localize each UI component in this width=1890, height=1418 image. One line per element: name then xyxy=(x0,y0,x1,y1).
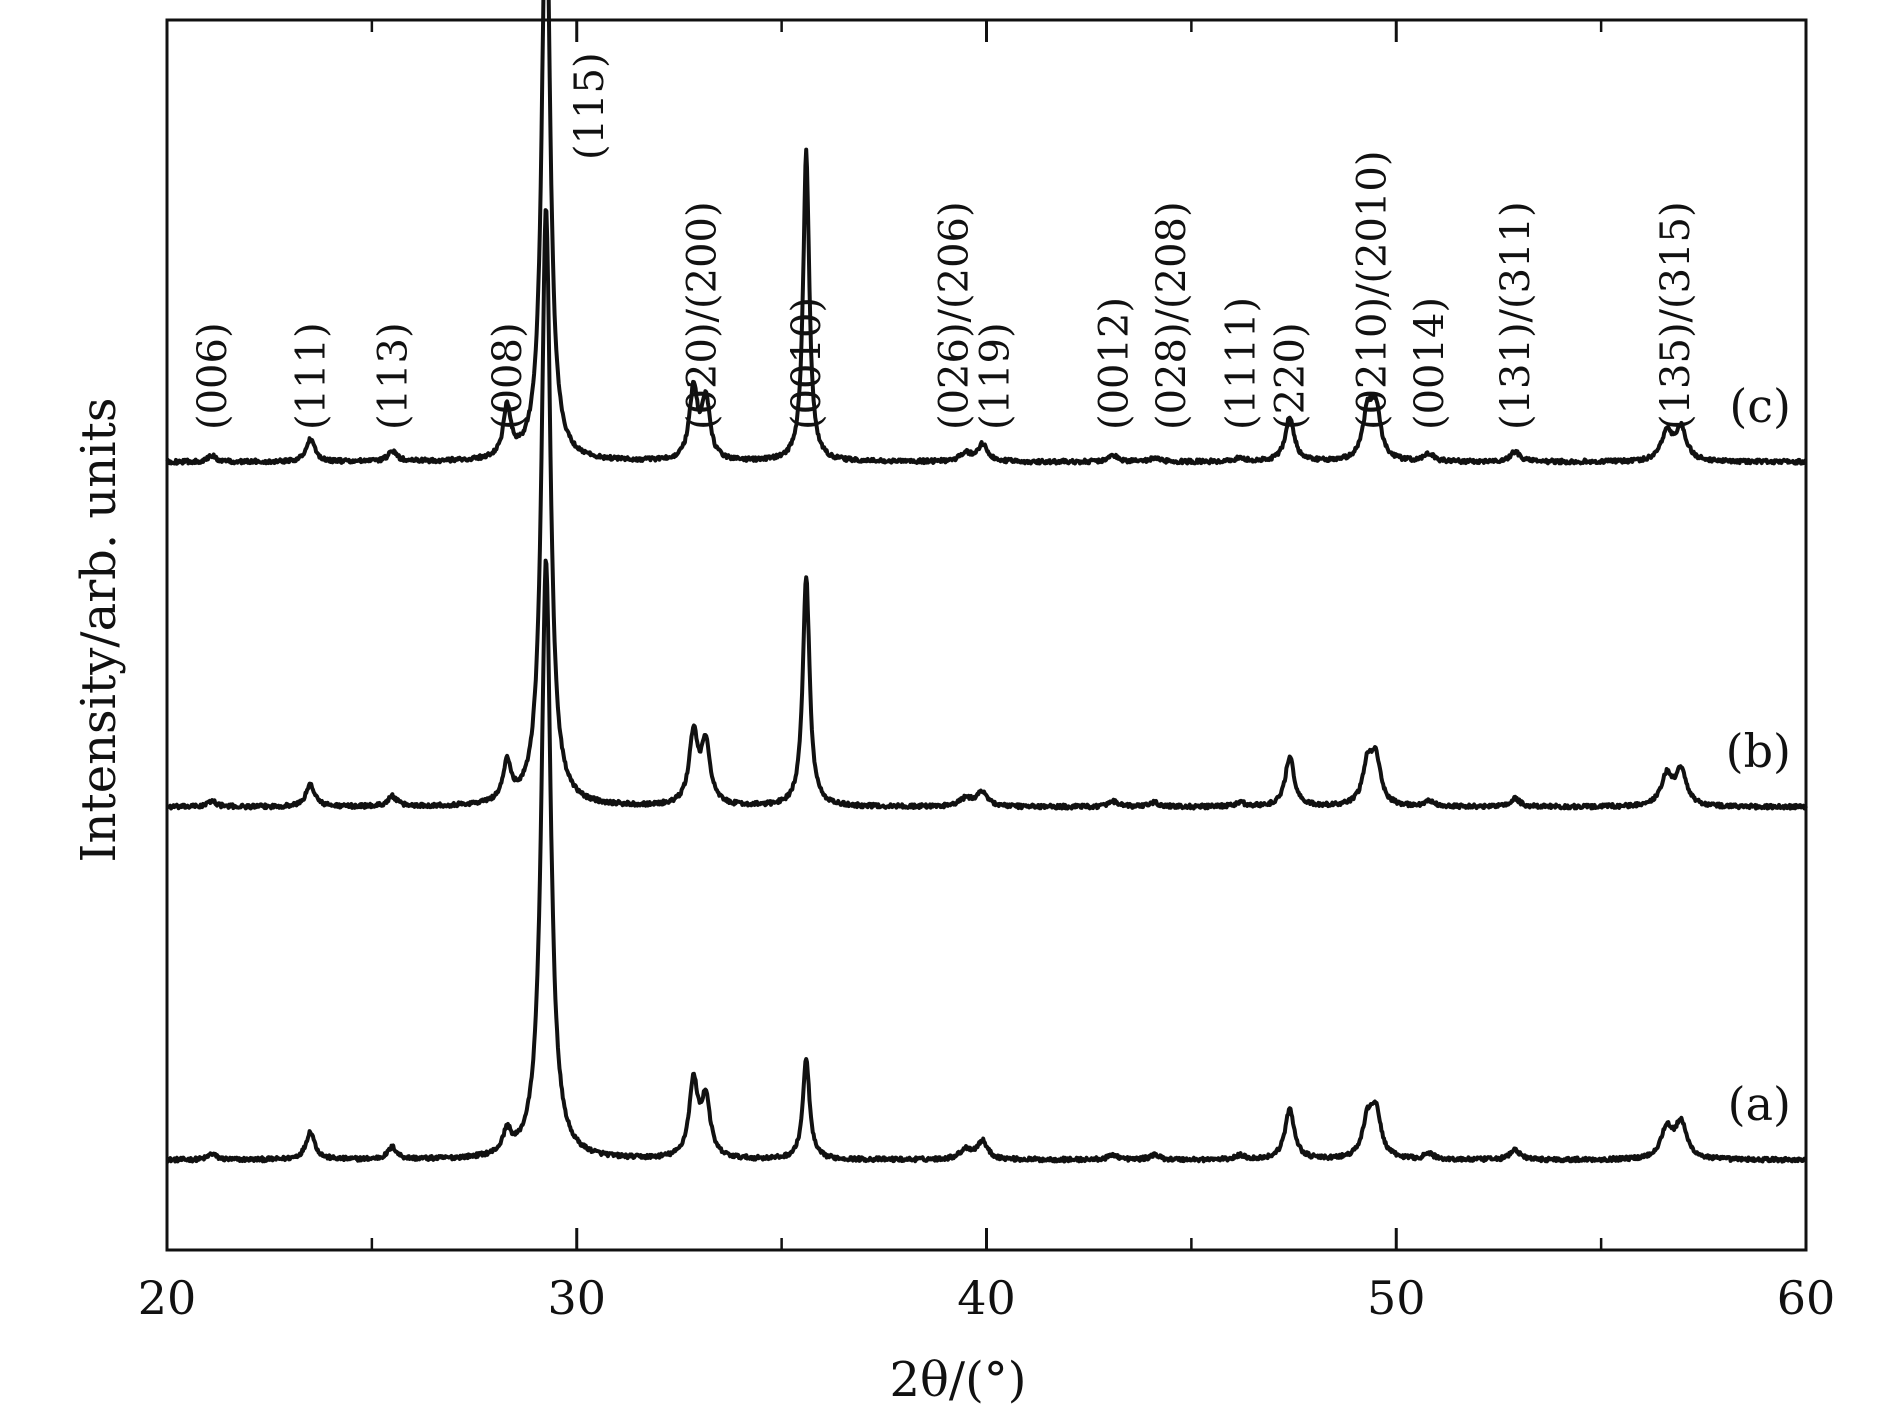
x-tick-label: 40 xyxy=(957,1271,1016,1325)
peak-label: (135)/(315) xyxy=(1653,201,1699,430)
peak-label: (0210)/(2010) xyxy=(1350,151,1396,431)
x-tick-label: 30 xyxy=(547,1271,606,1325)
peak-label: (026)/(206) xyxy=(932,201,978,430)
series-line-c xyxy=(165,0,1808,466)
peak-label: (0012) xyxy=(1092,297,1138,430)
peak-label: (119) xyxy=(973,322,1019,430)
series-line-b xyxy=(165,208,1808,811)
peak-label: (0014) xyxy=(1407,297,1453,430)
series-label: (c) xyxy=(1729,379,1791,433)
peak-labels: (006) (111) (113) (008) (115) (020)/(200) (001… xyxy=(190,52,1699,430)
peak-label: (1111) xyxy=(1219,297,1265,430)
peak-label: (131)/(311) xyxy=(1493,201,1539,430)
peak-label: (115) xyxy=(567,52,613,160)
x-tick-label: 50 xyxy=(1367,1271,1426,1325)
peak-label: (020)/(200) xyxy=(680,201,726,430)
peak-label: (028)/(208) xyxy=(1149,201,1195,430)
series-label: (a) xyxy=(1728,1077,1791,1131)
series-label: (b) xyxy=(1726,724,1791,778)
peak-label: (006) xyxy=(190,322,236,430)
y-axis-title: Intensity/arb. units xyxy=(71,398,127,863)
plot-area xyxy=(165,0,1808,1252)
peak-label: (008) xyxy=(485,322,531,430)
peak-label: (220) xyxy=(1268,322,1314,430)
peak-label: (111) xyxy=(288,322,334,430)
plot-frame xyxy=(165,18,1808,1252)
x-axis-title: 2θ/(°) xyxy=(889,1352,1026,1408)
x-tick-label: 60 xyxy=(1777,1271,1836,1325)
x-axis-ticks: 20 30 40 50 60 xyxy=(138,20,1836,1325)
x-tick-label: 20 xyxy=(138,1271,197,1325)
peak-label: (113) xyxy=(370,322,416,430)
peak-label: (0010) xyxy=(784,297,830,430)
series-labels: (a) (b) (c) xyxy=(1726,379,1791,1131)
series-line-a xyxy=(165,558,1808,1164)
